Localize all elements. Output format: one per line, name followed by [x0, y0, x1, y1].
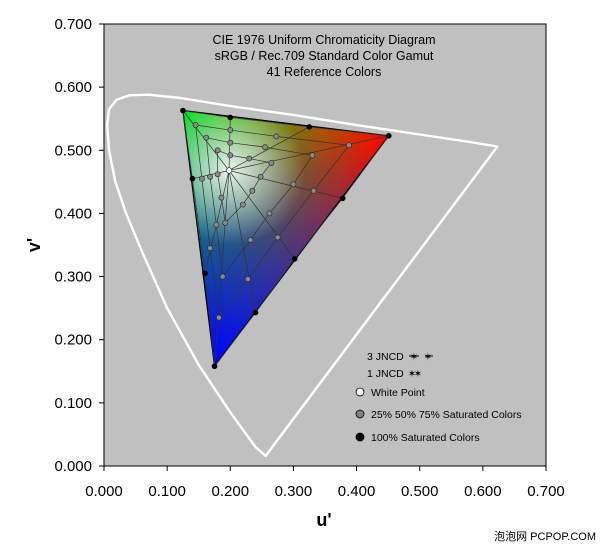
hue-spoke-6	[228, 170, 256, 313]
partial-saturation-point-1	[227, 127, 234, 133]
partial-saturation-point-5	[274, 234, 281, 241]
y-tick-label-5: 0.500	[54, 142, 92, 159]
partial-saturation-point-28	[218, 194, 225, 201]
partial-saturation-point-15	[266, 210, 273, 217]
partial-saturation-point-12	[262, 144, 268, 151]
partial-saturation-point-11	[227, 139, 234, 146]
full-saturation-point-4	[339, 195, 346, 202]
legend-jncd-1-label: 1 JNCD	[367, 368, 404, 380]
svg-text:✶: ✶	[424, 352, 432, 363]
x-tick-label-6: 0.600	[464, 483, 502, 500]
x-axis-label: u'	[316, 510, 331, 530]
partial-saturation-point-4	[310, 187, 317, 194]
spectral-locus-curve	[105, 93, 499, 458]
partial-saturation-point-23	[268, 160, 275, 166]
partial-saturation-point-18	[213, 221, 220, 228]
partial-saturation-point-6	[245, 276, 251, 282]
partial-saturation-point-21	[227, 152, 234, 159]
partial-saturation-point-8	[207, 245, 213, 252]
legend-black-marker	[355, 432, 365, 442]
y-tick-label-6: 0.600	[54, 79, 92, 96]
x-tick-label-5: 0.500	[401, 483, 439, 500]
hue-spoke-5	[228, 170, 295, 260]
x-tick-label-7: 0.700	[527, 483, 565, 500]
title-line-1: CIE 1976 Uniform Chromaticity Diagram	[213, 33, 436, 47]
hue-spoke-7	[214, 170, 230, 367]
partial-saturation-point-2	[273, 133, 280, 140]
y-tick-label-3: 0.300	[54, 269, 92, 286]
full-saturation-point-5	[291, 256, 298, 262]
title-line-3: 41 Reference Colors	[267, 65, 382, 79]
partial-saturation-point-17	[219, 273, 226, 280]
partial-saturation-point-16	[247, 237, 254, 243]
full-saturation-point-2	[306, 124, 313, 130]
x-tick-label-2: 0.200	[212, 483, 250, 500]
legend-white-point-marker	[355, 387, 365, 397]
full-saturation-point-0	[180, 107, 186, 114]
white-point-marker	[225, 167, 233, 174]
partial-saturation-point-24	[257, 173, 264, 180]
svg-text:✶: ✶	[410, 352, 418, 363]
title-line-2: sRGB / Rec.709 Standard Color Gamut	[215, 49, 434, 63]
legend-saturated-partial-label: 25% 50% 75% Saturated Colors	[371, 409, 522, 421]
legend-gray-marker	[355, 409, 365, 419]
partial-saturation-point-3	[346, 142, 352, 149]
jncd-1-marker: ✶ ✶	[408, 369, 422, 380]
full-saturation-point-1	[227, 114, 234, 121]
y-tick-label-2: 0.200	[54, 332, 92, 349]
x-tick-label-1: 0.100	[148, 483, 186, 500]
full-saturation-point-8	[202, 270, 208, 277]
full-saturation-point-7	[211, 363, 218, 370]
partial-saturation-point-0	[192, 122, 199, 128]
plot-area	[103, 23, 547, 467]
partial-saturation-point-14	[290, 181, 297, 188]
hue-spoke-2	[228, 126, 310, 171]
hue-spoke-3	[228, 135, 389, 171]
svg-text:✶: ✶	[414, 369, 422, 380]
reference-color-points	[180, 107, 392, 370]
partial-saturation-point-25	[249, 187, 256, 194]
y-axis-ticks: 0.000 0.100 0.200 0.300 0.400 0.500 0.600 0.700	[54, 16, 104, 475]
watermark: 泡泡网 PCPOP.COM	[494, 529, 596, 543]
chart-legend: 3 JNCD ✶ ✶ 1 JNCD ✶ ✶ White Point 25% 50…	[355, 351, 522, 444]
legend-jncd-3-label: 3 JNCD	[367, 351, 404, 363]
partial-saturation-point-19	[207, 173, 213, 180]
y-tick-label-4: 0.400	[54, 205, 92, 222]
y-tick-label-1: 0.100	[54, 395, 92, 412]
x-axis-ticks: 0.000 0.100 0.200 0.300 0.400 0.500 0.600 0.700	[85, 466, 565, 500]
partial-saturation-point-20	[214, 147, 221, 154]
svg-text:✶: ✶	[408, 369, 416, 380]
partial-saturation-point-22	[246, 155, 253, 162]
x-tick-label-4: 0.400	[338, 483, 376, 500]
y-tick-label-7: 0.700	[54, 16, 92, 33]
x-tick-label-0: 0.000	[85, 483, 123, 500]
legend-white-point-label: White Point	[371, 387, 425, 399]
partial-saturation-point-7	[216, 314, 222, 321]
y-tick-label-0: 0.000	[54, 458, 92, 475]
hue-spoke-8	[204, 170, 230, 274]
partial-saturation-point-13	[309, 152, 316, 159]
full-saturation-point-3	[385, 132, 392, 139]
x-tick-label-3: 0.300	[275, 483, 313, 500]
partial-saturation-point-29	[214, 171, 221, 178]
partial-saturation-point-9	[198, 175, 205, 182]
legend-saturated-full-label: 100% Saturated Colors	[371, 432, 480, 444]
jncd-3-marker: ✶ ✶	[409, 352, 433, 363]
partial-saturation-point-26	[240, 201, 246, 208]
full-saturation-point-6	[252, 309, 259, 316]
chart-title: CIE 1976 Uniform Chromaticity Diagram sR…	[213, 33, 436, 79]
partial-saturation-point-10	[203, 134, 210, 141]
y-axis-label: v'	[24, 238, 44, 252]
full-saturation-point-9	[189, 175, 196, 182]
partial-saturation-point-27	[222, 219, 229, 226]
hue-spoke-4	[228, 170, 343, 199]
